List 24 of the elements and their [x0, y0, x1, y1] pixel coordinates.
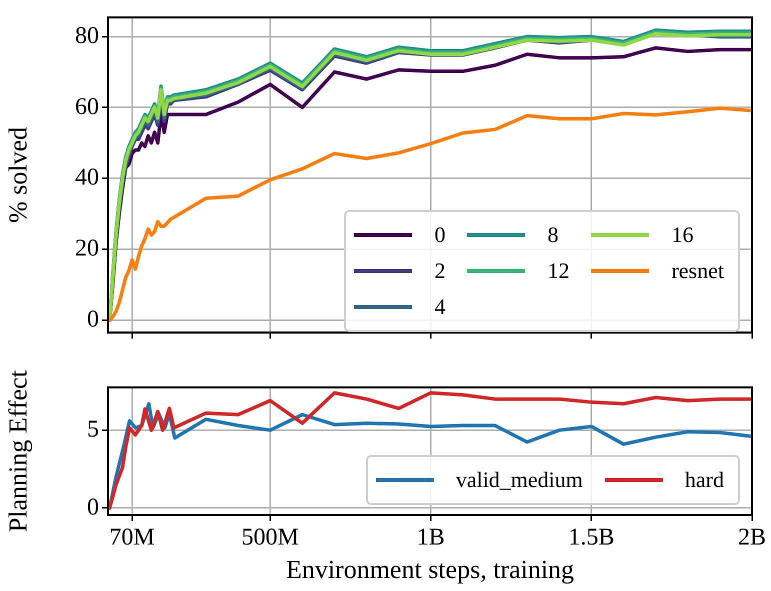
x-tick-label: 1B — [416, 524, 445, 551]
legend-label: 8 — [547, 222, 558, 248]
legend-label: 16 — [671, 222, 694, 248]
y-tick-label: 40 — [75, 164, 99, 191]
y-axis-title: Planning Effect — [3, 369, 32, 532]
x-tick-label: 500M — [242, 524, 299, 551]
legend-label: 12 — [547, 258, 570, 284]
y-axis-title: % solved — [3, 126, 32, 224]
y-tick-label: 0 — [87, 494, 99, 520]
x-tick-label: 2B — [738, 524, 766, 551]
y-tick-label: 80 — [75, 22, 99, 49]
y-tick-label: 0 — [87, 306, 99, 332]
x-tick-label: 70M — [109, 524, 155, 551]
legend-label: hard — [684, 467, 724, 493]
legend-label: resnet — [671, 258, 724, 284]
legend-label: valid_medium — [456, 467, 583, 493]
legend-label: 4 — [434, 294, 446, 320]
legend-label: 2 — [434, 258, 446, 284]
y-tick-label: 60 — [75, 94, 99, 120]
y-tick-label: 20 — [75, 236, 99, 262]
x-axis-title: Environment steps, training — [286, 555, 574, 584]
x-tick-label: 1.5B — [568, 524, 614, 551]
y-tick-label: 5 — [87, 416, 99, 442]
legend-label: 0 — [434, 222, 446, 248]
